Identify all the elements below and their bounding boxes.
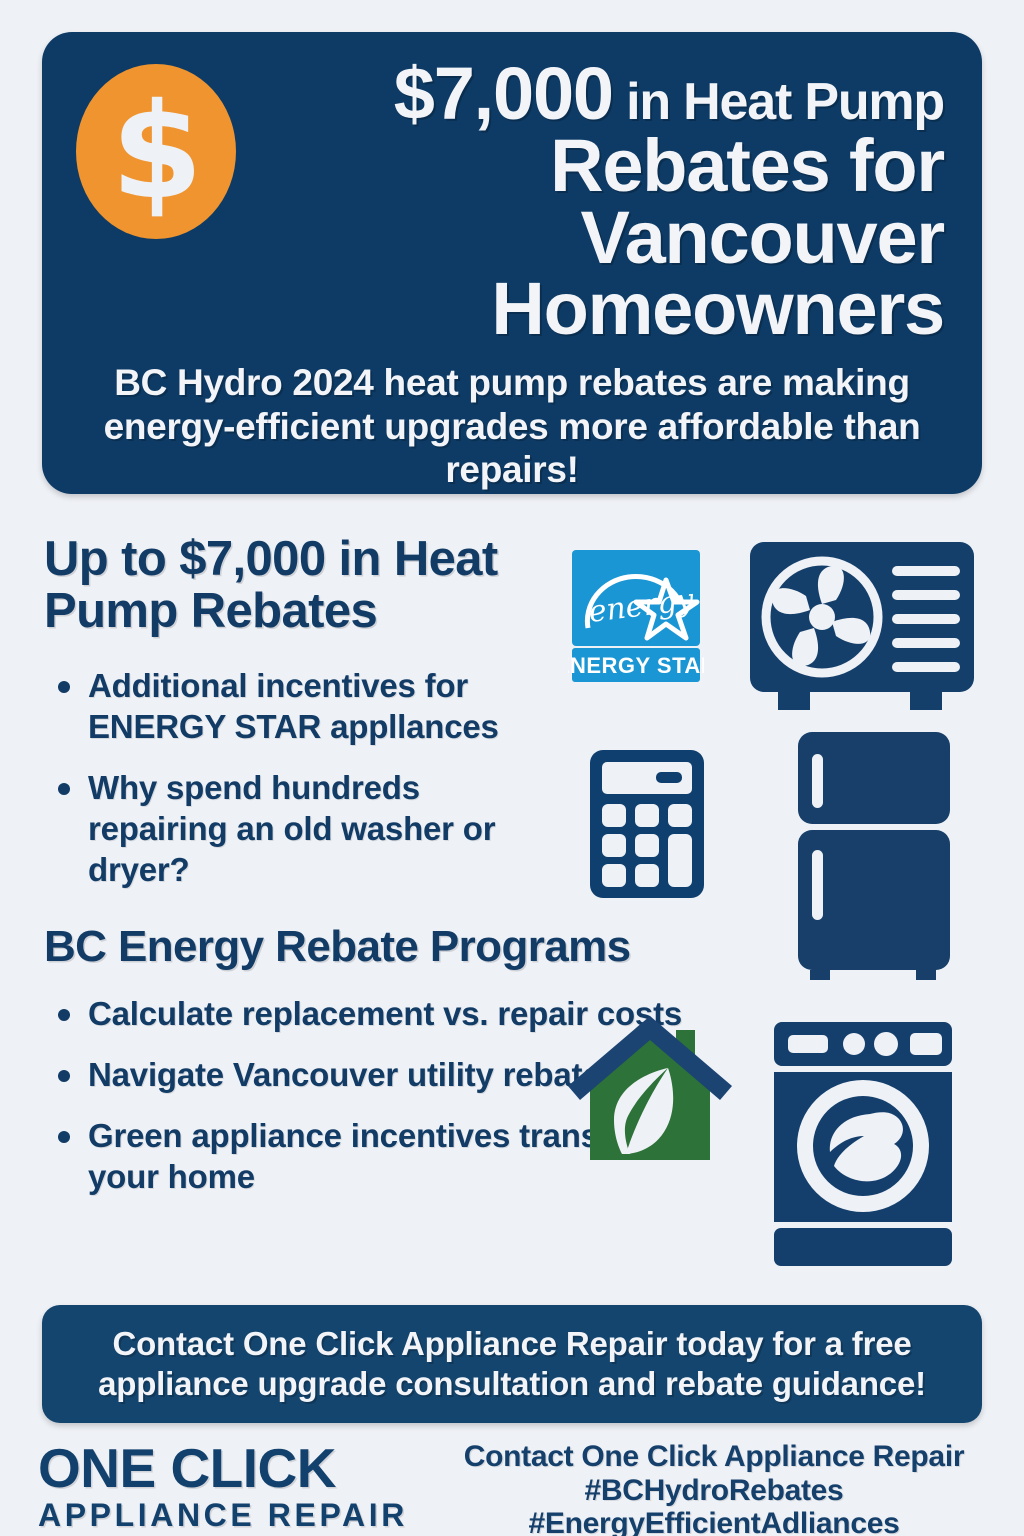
section-2-heading: BC Energy Rebate Programs (44, 922, 631, 971)
list-item: Why spend hundreds repairing an old wash… (44, 768, 544, 891)
washing-machine-icon (774, 1022, 952, 1266)
company-logo: ONE CLICK APPLIANCE REPAIR (0, 1440, 408, 1536)
section-1-heading: Up to $7,000 in Heat Pump Rebates (44, 532, 498, 638)
hero-top-row: $ $7,000 in Heat Pump Rebates for Vancou… (42, 32, 982, 346)
logo-line-1: ONE CLICK (38, 1437, 337, 1499)
calculator-icon (590, 750, 704, 898)
energy-star-label: ENERGY STAR (568, 653, 704, 678)
dollar-sign-icon: $ (76, 64, 236, 239)
footer-contact-line: Contact One Click Appliance Repair (463, 1440, 965, 1473)
dollar-glyph: $ (111, 74, 203, 229)
cta-text: Contact One Click Appliance Repair today… (98, 1325, 926, 1402)
list-item: Additional incentives for ENERGY STAR ap… (44, 666, 544, 748)
heat-pump-icon (750, 542, 974, 710)
hero-title-line3: Homeowners (491, 267, 945, 351)
hero-title-line1-rest: in Heat Pump (626, 73, 945, 131)
hero-title-line2: Rebates for Vancouver (550, 123, 945, 279)
hero-title-amount: $7,000 (393, 52, 614, 135)
energy-star-logo-icon: energy ENERGY STAR (568, 550, 704, 682)
footer: ONE CLICK APPLIANCE REPAIR Contact One C… (0, 1440, 1024, 1536)
list-item: Navigate Vancouver utility rebates (44, 1055, 724, 1096)
section-2-bullet-list: Calculate replacement vs. repair costs N… (44, 994, 724, 1218)
refrigerator-icon (798, 732, 950, 980)
section-1-bullet-list: Additional incentives for ENERGY STAR ap… (44, 666, 544, 911)
eco-house-leaf-icon (568, 1016, 732, 1160)
hero-title: $7,000 in Heat Pump Rebates for Vancouve… (236, 57, 954, 346)
footer-hashtags: Contact One Click Appliance Repair #BCHy… (408, 1440, 1024, 1536)
footer-hashtag-line-1: #BCHydroRebates #EnergyEfficientAdliance… (528, 1473, 900, 1536)
logo-line-2: APPLIANCE REPAIR (38, 1497, 408, 1534)
cta-banner[interactable]: Contact One Click Appliance Repair today… (42, 1305, 982, 1423)
hero-banner: $ $7,000 in Heat Pump Rebates for Vancou… (42, 32, 982, 494)
list-item: Green appliance incentives transform you… (44, 1116, 724, 1198)
list-item: Calculate replacement vs. repair costs (44, 994, 724, 1035)
hero-subtitle: BC Hydro 2024 heat pump rebates are maki… (103, 362, 921, 491)
